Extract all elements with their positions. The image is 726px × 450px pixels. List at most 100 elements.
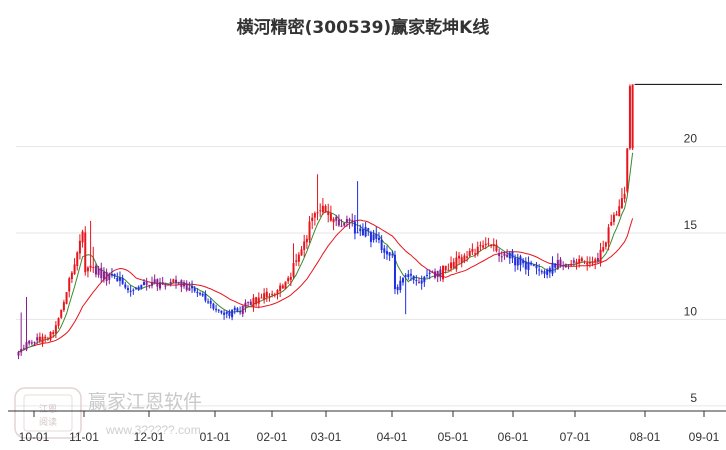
candle-body-224 xyxy=(615,214,618,216)
candle-body-14 xyxy=(54,325,57,334)
candle-body-189 xyxy=(522,260,525,264)
candle-body-52 xyxy=(156,279,159,287)
candle-body-202 xyxy=(556,259,559,270)
moving-averages xyxy=(18,83,722,353)
candle-body-40 xyxy=(124,284,127,288)
candle-body-126 xyxy=(353,221,356,234)
candle-body-210 xyxy=(578,258,581,264)
candle-body-101 xyxy=(287,277,290,282)
candle-body-61 xyxy=(180,280,183,288)
candle-body-120 xyxy=(337,219,340,226)
candle-body-135 xyxy=(377,237,380,240)
candle-body-5 xyxy=(30,342,33,344)
candle-body-55 xyxy=(164,285,167,287)
candle-body-95 xyxy=(271,293,274,295)
candle-body-145 xyxy=(404,275,407,277)
candle-body-141 xyxy=(393,254,396,290)
candle-body-216 xyxy=(594,259,597,263)
candle-body-209 xyxy=(575,261,578,265)
candle-body-205 xyxy=(564,264,567,268)
candle-body-180 xyxy=(498,253,501,256)
candle-body-129 xyxy=(361,229,364,235)
candle-body-181 xyxy=(500,256,503,258)
candle-body-223 xyxy=(612,214,615,222)
candle-body-207 xyxy=(570,264,573,266)
candle-body-106 xyxy=(300,249,303,256)
candle-body-22 xyxy=(76,252,79,266)
candle-body-146 xyxy=(407,274,410,278)
x-axis-labels: 10-01 11-01 12-01 01-01 02-01 03-01 04-01 05-01… xyxy=(19,430,720,444)
candle-body-131 xyxy=(367,228,370,231)
candle-body-56 xyxy=(167,284,170,286)
candle-body-114 xyxy=(321,205,324,213)
candle-body-2 xyxy=(22,348,25,350)
candle-body-97 xyxy=(276,290,279,295)
candle-body-143 xyxy=(399,280,402,290)
candle-body-148 xyxy=(412,275,415,281)
candle-body-169 xyxy=(468,250,471,257)
candle-body-18 xyxy=(65,292,68,304)
candle-body-130 xyxy=(364,227,367,237)
candle-body-167 xyxy=(463,255,466,262)
candle-body-93 xyxy=(265,291,268,298)
candle-body-171 xyxy=(474,253,477,255)
candle-body-191 xyxy=(527,261,530,270)
x-tick-label-01-01: 01-01 xyxy=(200,430,231,444)
candle-body-76 xyxy=(220,310,223,313)
candle-body-65 xyxy=(191,285,194,289)
candle-body-35 xyxy=(110,274,113,276)
candle-body-203 xyxy=(559,259,562,266)
candle-body-48 xyxy=(145,282,148,285)
candle-body-166 xyxy=(460,257,463,263)
candle-body-159 xyxy=(442,265,445,280)
y-tick-label-5: 5 xyxy=(690,391,697,405)
candle-body-188 xyxy=(519,256,522,265)
candle-body-132 xyxy=(369,232,372,242)
candle-body-206 xyxy=(567,265,570,267)
y-tick-label-15: 15 xyxy=(684,218,698,232)
candle-body-212 xyxy=(583,261,586,263)
candle-body-217 xyxy=(596,257,599,262)
candle-body-128 xyxy=(359,228,362,232)
candle-body-152 xyxy=(423,276,426,283)
candle-body-62 xyxy=(183,282,186,287)
candle-body-89 xyxy=(255,297,258,305)
candle-body-115 xyxy=(324,205,327,213)
candle-body-17 xyxy=(62,302,65,311)
candle-body-109 xyxy=(308,221,311,240)
candle-body-3 xyxy=(25,342,28,350)
candle-body-220 xyxy=(604,242,607,247)
candle-body-229 xyxy=(628,86,631,149)
candle-body-104 xyxy=(295,260,298,262)
candle-body-192 xyxy=(530,262,533,265)
watermark-site-text: www.3?????.com xyxy=(105,423,201,437)
candle-body-213 xyxy=(586,262,589,265)
candle-body-151 xyxy=(420,280,423,284)
candle-body-117 xyxy=(329,213,332,221)
candle-body-75 xyxy=(217,309,220,311)
candle-body-211 xyxy=(580,258,583,262)
candle-body-182 xyxy=(503,253,506,256)
x-tick-label-03-01: 03-01 xyxy=(311,430,342,444)
candle-body-226 xyxy=(620,198,623,209)
candle-body-32 xyxy=(102,271,105,280)
candle-body-23 xyxy=(78,240,81,254)
candle-body-214 xyxy=(588,262,591,264)
candle-body-85 xyxy=(244,302,247,308)
candle-body-19 xyxy=(68,278,71,292)
candle-body-46 xyxy=(140,284,143,289)
candle-body-51 xyxy=(153,279,156,283)
candle-body-43 xyxy=(132,289,135,291)
candle-body-187 xyxy=(516,258,519,266)
x-tick-label-08-01: 08-01 xyxy=(630,430,661,444)
candle-body-160 xyxy=(444,265,447,271)
candle-body-36 xyxy=(113,273,116,276)
candle-body-31 xyxy=(100,267,103,279)
candle-body-157 xyxy=(436,270,439,278)
candle-body-77 xyxy=(223,312,226,315)
candle-body-57 xyxy=(169,281,172,284)
candle-body-150 xyxy=(418,281,420,283)
candle-body-25 xyxy=(84,232,87,273)
candle-body-122 xyxy=(343,222,346,226)
